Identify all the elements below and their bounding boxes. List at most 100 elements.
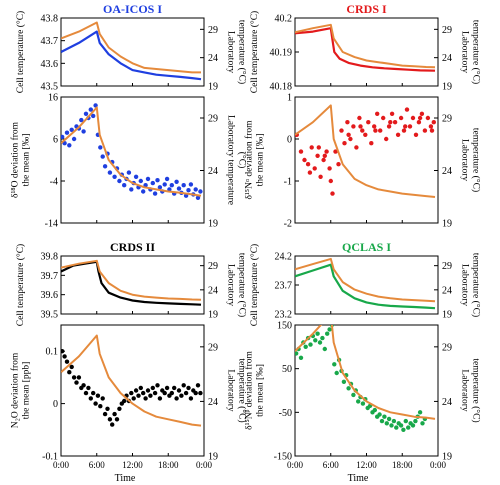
data-point: [186, 385, 191, 391]
data-point: [93, 401, 98, 406]
y-tick-label: 43.8: [41, 14, 59, 25]
data-point: [198, 189, 203, 194]
data-point: [386, 124, 392, 129]
y-axis-label: Cell temperature (°C): [15, 244, 26, 326]
series-group: [295, 325, 436, 432]
data-point: [117, 406, 122, 411]
chart-crds_i: CRDS I 40.2 40.19 40.18 19 24 29 Cell temperatu…: [244, 2, 482, 230]
data-point: [333, 149, 338, 154]
y-tick-label: 39.5: [41, 310, 59, 321]
data-point: [410, 115, 416, 121]
y-axis-label: the mean [ppb]: [22, 362, 32, 420]
data-point: [169, 183, 174, 188]
data-point: [403, 124, 408, 129]
y-axis-label: Cell temperature (°C): [249, 244, 260, 326]
series-group: [295, 104, 436, 198]
data-point: [413, 418, 418, 424]
lab-tick-label: 24: [208, 166, 218, 177]
data-point: [389, 111, 395, 117]
data-point: [157, 396, 163, 401]
data-point: [372, 124, 377, 129]
data-point: [164, 385, 170, 391]
data-point: [389, 423, 394, 428]
dev-panel-qclas: 150 50 -50 -150 19 24 29 δ¹⁵Nᵝ deviation from th…: [244, 321, 482, 471]
x-tick-label: 0:00: [53, 460, 70, 470]
cell-panel-oa_icos: 43.8 43.7 43.6 43.5 19 24 29 Cell temperature (…: [15, 11, 248, 93]
data-point: [64, 130, 70, 135]
data-point: [417, 410, 423, 415]
x-tick-label: 0:00: [430, 460, 447, 470]
data-point: [102, 411, 108, 417]
data-point: [181, 183, 186, 188]
lab-temperature-line: [295, 257, 436, 303]
lab-temperature-line: [61, 259, 202, 301]
data-point: [334, 370, 339, 376]
data-point: [325, 331, 330, 336]
data-point: [67, 143, 72, 148]
x-tick-label: 18:00: [158, 460, 179, 470]
data-point: [384, 421, 389, 426]
data-point: [428, 124, 434, 129]
data-point: [148, 393, 153, 398]
data-point: [315, 153, 320, 158]
data-point: [91, 113, 96, 119]
lab-tick-label: 19: [208, 82, 218, 93]
lab-tick-label: 19: [442, 452, 452, 463]
data-point: [122, 398, 127, 404]
data-point: [357, 115, 362, 121]
lab-tick-label: 29: [208, 342, 218, 353]
data-point: [93, 103, 98, 108]
x-tick-label: 0:00: [287, 460, 304, 470]
lab-axis-label: Laboratory: [460, 264, 470, 306]
data-point: [150, 385, 155, 391]
data-point: [303, 344, 308, 349]
data-point: [395, 132, 401, 137]
data-point: [138, 178, 143, 184]
data-point: [363, 132, 368, 137]
series-group: [61, 21, 202, 81]
lab-tick-label: 29: [442, 25, 452, 36]
y-tick-label: 6: [53, 135, 58, 146]
lab-axis-label: Laboratory: [226, 31, 236, 73]
data-point: [313, 338, 318, 343]
lab-tick-label: 19: [208, 452, 218, 463]
data-point: [88, 107, 94, 112]
data-point: [81, 129, 86, 134]
lab-axis-label: temperature (°C): [237, 20, 248, 84]
series-group: [295, 257, 436, 310]
data-point: [98, 404, 103, 409]
data-point: [88, 396, 94, 401]
data-point: [379, 418, 385, 424]
data-point: [386, 416, 392, 422]
data-point: [133, 174, 139, 179]
data-point: [404, 107, 410, 112]
data-point: [320, 335, 325, 341]
data-point: [86, 385, 91, 391]
y-tick-label: 150: [277, 321, 292, 332]
y-tick-label: -2: [284, 219, 292, 230]
y-tick-label: 43.5: [41, 82, 59, 93]
data-point: [295, 351, 299, 356]
data-point: [110, 422, 115, 427]
data-point: [321, 157, 326, 163]
data-point: [98, 145, 103, 150]
data-point: [378, 128, 383, 133]
data-point: [366, 120, 371, 125]
data-point: [302, 157, 307, 163]
data-point: [410, 423, 416, 428]
series-group: [295, 23, 436, 72]
x-tick-label: 6:00: [323, 460, 340, 470]
y-axis-label: the mean [‰]: [22, 134, 32, 187]
data-point: [384, 136, 389, 142]
cell-panel-qclas: 24.2 23.7 23.2 19 24 29 Cell temperature (°C) L…: [249, 244, 482, 326]
data-point: [152, 191, 158, 196]
lab-temperature-line: [61, 334, 202, 427]
data-point: [388, 120, 393, 125]
data-point: [114, 417, 120, 422]
data-point: [129, 187, 134, 192]
lab-tick-label: 24: [442, 53, 452, 64]
lab-axis-label: temperature (°C): [471, 128, 482, 192]
data-point: [305, 162, 311, 167]
lab-tick-label: 24: [442, 285, 452, 296]
